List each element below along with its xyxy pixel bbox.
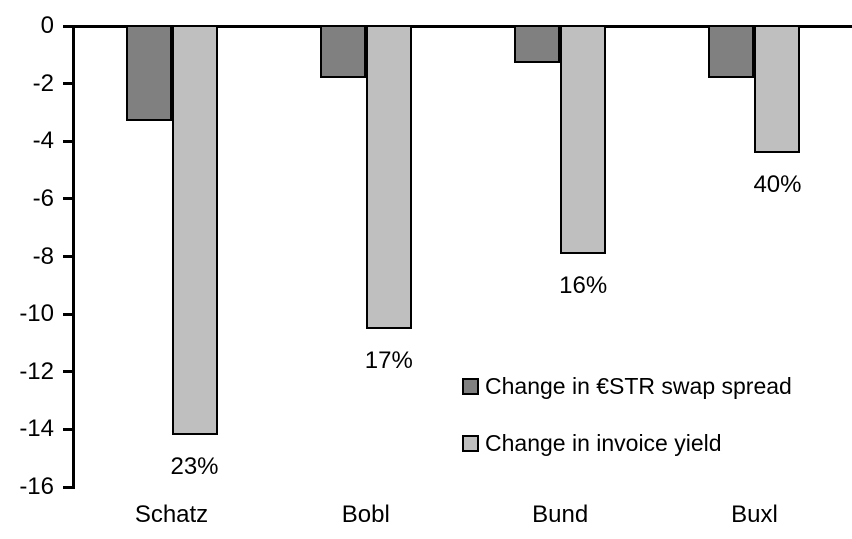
y-axis-line (71, 24, 75, 489)
y-axis-tick (63, 82, 73, 86)
legend-swatch-invoice-yield-icon (462, 435, 479, 452)
y-tick-label: -12 (19, 357, 54, 385)
x-category-label-buxl: Buxl (731, 501, 778, 528)
legend-item-swap-spread: Change in €STR swap spread (462, 373, 792, 400)
y-axis-tick (63, 24, 73, 28)
data-label-bobl: 17% (364, 346, 413, 374)
y-axis-tick (63, 139, 73, 143)
bar-swap-spread-schatz (125, 24, 172, 122)
bar-swap-spread-bund (514, 24, 561, 64)
x-category-label-bobl: Bobl (341, 501, 390, 528)
x-category-label-bund: Bund (532, 501, 589, 528)
data-label-buxl: 40% (753, 170, 802, 198)
y-axis-tick (63, 427, 73, 431)
legend-swatch-swap-spread-icon (462, 378, 479, 395)
y-tick-label: -2 (32, 69, 54, 97)
y-tick-label: 0 (40, 12, 54, 39)
y-axis-tick (63, 312, 73, 316)
y-tick-label: -10 (19, 300, 54, 328)
legend-label-invoice-yield: Change in invoice yield (485, 430, 722, 456)
y-tick-label: -4 (32, 127, 54, 155)
y-tick-label: -6 (32, 184, 54, 212)
legend: Change in €STR swap spread Change in inv… (462, 373, 792, 487)
y-tick-label: -14 (19, 415, 54, 443)
y-tick-label: -16 (19, 473, 54, 500)
y-tick-label: -8 (32, 242, 54, 270)
bar-invoice-yield-buxl (754, 24, 801, 153)
legend-label-swap-spread: Change in €STR swap spread (485, 373, 792, 399)
y-axis-tick (63, 255, 73, 258)
bar-swap-spread-buxl (708, 24, 755, 78)
data-label-schatz: 23% (170, 453, 219, 481)
legend-item-invoice-yield: Change in invoice yield (462, 430, 792, 457)
y-axis-tick (63, 485, 73, 489)
bar-swap-spread-bobl (319, 24, 366, 78)
bar-invoice-yield-bund (560, 24, 607, 254)
bar-invoice-yield-bobl (365, 24, 412, 329)
data-label-bund: 16% (559, 271, 608, 299)
y-axis-tick (63, 197, 73, 201)
y-axis-tick (63, 370, 73, 374)
bar-invoice-yield-schatz (171, 24, 218, 436)
x-category-label-schatz: Schatz (134, 501, 209, 528)
x-axis-zero-line (63, 24, 852, 28)
